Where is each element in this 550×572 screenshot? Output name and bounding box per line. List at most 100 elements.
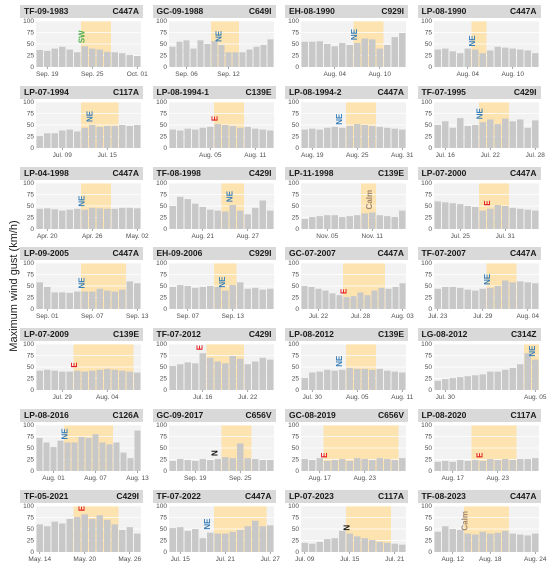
bar — [96, 49, 103, 67]
y-tick-label: 0 — [163, 226, 167, 233]
panel-plot: 0 25 50 75 100 E Aug. 17 Aug. 23 — [288, 422, 406, 482]
x-tick-label: Aug. 03 — [391, 313, 414, 320]
bar — [376, 458, 383, 471]
y-tick-label: 50 — [27, 41, 35, 48]
panel-title: LP-08-1994-1 — [156, 86, 209, 97]
bar — [384, 215, 391, 229]
bar — [266, 289, 273, 310]
bar — [51, 208, 58, 229]
bar — [59, 523, 66, 552]
bar — [134, 55, 141, 67]
y-tick-label: 25 — [27, 376, 35, 383]
bar — [486, 371, 493, 391]
bar — [251, 128, 258, 148]
bar — [361, 369, 368, 391]
y-tick-label: 50 — [292, 364, 300, 371]
bar — [434, 124, 441, 148]
panel-plot: 0 25 50 75 100 NE Aug. 21 Aug. 27 — [156, 180, 274, 240]
bar — [361, 38, 368, 67]
y-tick-label: 50 — [159, 41, 167, 48]
bar — [44, 287, 51, 310]
y-tick-label: 100 — [421, 18, 432, 25]
y-tick-label: 25 — [424, 53, 432, 60]
x-tick-label: Aug. 04 — [456, 71, 479, 78]
bar — [111, 524, 118, 552]
x-tick-label: May. 26 — [118, 556, 141, 563]
bar — [119, 53, 126, 67]
y-tick-label: 50 — [159, 284, 167, 291]
panel-strip: LP-07-2000 C447A — [417, 166, 541, 180]
bar — [184, 198, 191, 229]
station-panel: TF-07-2022 C447A 0 25 50 75 100 NE Jul. 15 Jul. 2… — [152, 489, 280, 569]
panel-strip: LP-08-2012 C139E — [285, 328, 408, 342]
bar — [81, 127, 88, 148]
x-tick-label: Sep. 12 — [217, 71, 240, 78]
panel-strip: LG-08-2012 C314Z — [417, 328, 541, 342]
bar — [266, 459, 273, 471]
station-code: C139E — [378, 329, 404, 340]
wind-direction-label: E — [483, 199, 492, 205]
wind-direction-label: NE — [214, 30, 223, 42]
y-tick-label: 50 — [27, 445, 35, 452]
station-panel: LP-08-2020 C117A 0 25 50 75 100 E Aug. 17 Aug. 23 — [417, 409, 541, 488]
bar — [336, 295, 343, 310]
bar — [309, 543, 316, 552]
panel-title: GC-09-1988 — [156, 6, 204, 16]
panel-plot: 0 25 50 75 100 SW Sep. 19 Sep. 25 Oct. 01 — [23, 18, 148, 78]
bar — [199, 459, 206, 471]
panel-plot: 0 25 50 75 100 NE Aug. 01 Aug. 07 Aug. 13 — [23, 422, 149, 482]
wind-direction-label: SW — [78, 30, 87, 43]
bar — [214, 287, 221, 310]
y-tick-label: 50 — [27, 364, 35, 371]
bar — [134, 207, 141, 229]
panel-title: LP-08-1994-2 — [289, 86, 342, 97]
y-tick-label: 100 — [288, 422, 299, 429]
station-panel: LP-07-2023 C117A 0 25 50 75 100 N Jul. 09 Jul. 15… — [285, 489, 408, 569]
bar — [251, 459, 258, 471]
x-tick-label: Jul. 21 — [385, 556, 405, 563]
bar — [361, 459, 368, 471]
panel-strip: TF-07-2007 C447A — [417, 247, 541, 261]
wind-direction-label: E — [195, 344, 204, 350]
station-code: C447A — [377, 86, 404, 97]
station-code: C447A — [112, 248, 139, 259]
bar — [501, 530, 508, 552]
panel-plot: 0 25 50 75 100 NE Aug. 19 Aug. 25 Aug. 31 — [288, 99, 414, 159]
y-tick-label: 0 — [428, 468, 432, 475]
bar — [51, 521, 58, 552]
bar — [169, 287, 176, 310]
x-tick-label: Aug. 04 — [96, 394, 119, 401]
y-tick-label: 0 — [295, 145, 299, 152]
bar — [524, 209, 531, 229]
y-tick-label: 75 — [424, 272, 432, 279]
station-panel: EH-08-1990 C929I 0 25 50 75 100 NE Aug. 04 Aug. 1… — [285, 5, 408, 84]
bar — [50, 447, 57, 471]
y-tick-label: 50 — [424, 122, 432, 129]
bar — [316, 541, 323, 552]
station-code: C139E — [245, 86, 272, 97]
panel-grid: TF-09-1983 C447A 0 25 50 75 100 SW Sep. 19 Sep. 2… — [20, 5, 550, 571]
panel-strip: LP-09-2005 C447A — [20, 247, 143, 261]
station-panel: LP-08-2016 C126A 0 25 50 75 100 NE Aug. 01 Aug. 0… — [20, 409, 149, 488]
panel-plot: 0 25 50 75 100 N Jul. 09 Jul. 15 Jul. 21 — [288, 503, 406, 563]
bar — [471, 124, 478, 148]
bar — [309, 459, 316, 471]
bar — [456, 53, 463, 67]
y-tick-label: 0 — [163, 549, 167, 556]
bar — [44, 369, 51, 391]
bar — [199, 537, 206, 552]
panel-plot: 0 25 50 75 100 NE Apr. 20 Apr. 26 May. 02 — [23, 180, 149, 240]
station-panel: EH-09-2006 C929I 0 25 50 75 100 NE Sep. 07 Sep. 1… — [152, 247, 276, 326]
station-code: C117A — [113, 86, 139, 97]
bar — [176, 285, 183, 310]
wind-direction-label: NE — [78, 277, 87, 289]
bar — [391, 459, 398, 471]
bar — [399, 544, 406, 552]
x-tick-label: Jul. 22 — [480, 152, 500, 159]
bar — [309, 41, 316, 67]
bar — [111, 208, 118, 229]
panel-plot: 0 25 50 75 100 E Jul. 25 Jul. 31 — [421, 180, 539, 240]
x-tick-label: May. 02 — [126, 233, 149, 240]
bar — [339, 530, 346, 552]
bar — [259, 44, 267, 67]
